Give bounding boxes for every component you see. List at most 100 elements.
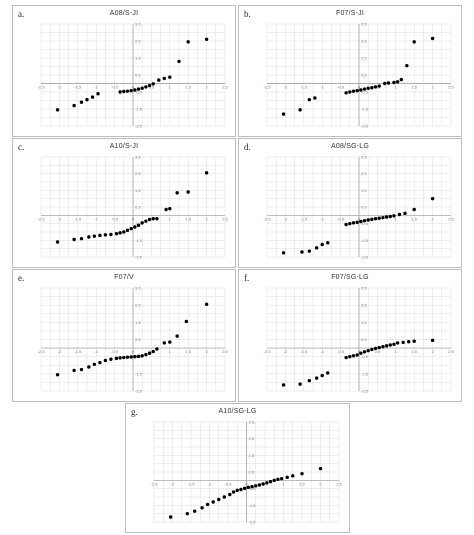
data-point: [211, 500, 215, 504]
data-point: [326, 241, 330, 245]
x-tick-label: 0.5: [375, 85, 381, 90]
data-point: [239, 487, 243, 492]
x-tick-label: 1.5: [185, 349, 191, 354]
x-tick-label: -2.5: [38, 349, 46, 354]
chart-panel: a. A08/S-JI -2.5 -2 -1.5 -1 -0.5 0 0.5 1 1.5 2 2.5 3.…: [12, 5, 236, 137]
data-point: [377, 84, 381, 88]
y-tick-label: -1.5: [135, 238, 143, 243]
data-point: [351, 354, 356, 358]
data-point: [377, 345, 381, 350]
data-point: [92, 362, 97, 367]
x-tick-label: -1: [320, 85, 324, 90]
data-point: [430, 338, 435, 343]
y-tick-label: 1.5: [135, 56, 141, 61]
data-point: [193, 509, 197, 513]
data-point: [144, 219, 148, 223]
data-point: [168, 515, 173, 519]
x-tick-label: 2.5: [448, 349, 454, 354]
data-point: [228, 492, 232, 497]
data-point: [405, 63, 409, 68]
y-tick-label: -2.5: [361, 389, 369, 394]
x-tick-label: 1: [169, 349, 172, 354]
x-tick-label: 2: [205, 85, 208, 90]
x-tick-label: -1: [320, 349, 324, 354]
x-tick-label: -1.5: [300, 85, 308, 90]
data-point: [72, 237, 76, 242]
data-point: [272, 478, 276, 483]
data-point: [344, 355, 348, 360]
x-tick-label: 0: [132, 349, 135, 354]
data-point: [373, 216, 378, 221]
data-point: [114, 231, 119, 236]
x-tick-label: -0.5: [337, 85, 345, 90]
y-tick-label: 2.5: [361, 39, 367, 44]
x-tick-label: -1: [208, 481, 212, 486]
y-tick-label: -1.5: [361, 107, 369, 112]
data-point: [55, 108, 60, 112]
data-point: [205, 502, 210, 507]
chart-title: A10/SG-LG: [218, 408, 257, 415]
y-tick-label: 0.5: [135, 337, 141, 342]
data-point: [136, 354, 141, 359]
data-point: [250, 484, 254, 489]
data-point: [397, 212, 402, 217]
data-point: [392, 342, 396, 347]
data-point: [175, 334, 179, 338]
y-tick-label: -2.5: [135, 124, 143, 129]
y-tick-label: 0.5: [249, 470, 255, 475]
data-point: [265, 481, 269, 485]
x-tick-label: 1: [169, 85, 172, 90]
x-tick-label: 2: [205, 349, 208, 354]
y-tick-label: 3.5: [135, 155, 141, 160]
data-point: [204, 37, 209, 41]
data-point: [129, 226, 133, 231]
data-point: [185, 511, 189, 516]
data-point: [268, 479, 273, 484]
data-point: [430, 196, 435, 201]
panel-letter: d.: [244, 142, 251, 152]
data-point: [381, 215, 385, 220]
data-point: [103, 233, 108, 237]
data-point: [136, 223, 141, 228]
x-tick-label: 2: [205, 216, 208, 221]
y-tick-label: 1.5: [361, 188, 367, 193]
data-point: [204, 302, 209, 307]
data-point: [129, 88, 133, 93]
data-point: [395, 80, 400, 84]
y-tick-label: -1.5: [249, 503, 257, 508]
scatter-plot: -2.5 -2 -1.5 -1 -0.5 0 0.5 1 1.5 2 2.53.52.51.50.5…: [38, 286, 229, 394]
x-tick-label: 1.5: [185, 216, 191, 221]
x-tick-label: 2: [431, 216, 434, 221]
data-point: [144, 85, 148, 89]
data-point: [122, 230, 126, 234]
y-tick-label: 2.5: [135, 303, 141, 308]
data-point: [383, 81, 387, 86]
data-point: [430, 36, 435, 41]
data-point: [125, 228, 130, 233]
x-tick-label: 0: [132, 85, 135, 90]
y-tick-label: -0.5: [135, 90, 143, 95]
data-point: [55, 372, 60, 377]
data-point: [388, 343, 392, 347]
x-tick-label: -1.5: [74, 349, 82, 354]
x-tick-label: 0: [358, 216, 361, 221]
data-point: [168, 75, 172, 79]
data-point: [217, 497, 221, 502]
y-tick-label: -1.5: [361, 371, 369, 376]
data-point: [133, 225, 137, 229]
y-tick-label: -2.5: [361, 124, 369, 129]
x-tick-label: 2.5: [222, 85, 228, 90]
y-tick-label: -2.5: [249, 520, 257, 525]
data-point: [348, 354, 352, 359]
data-point: [307, 97, 312, 102]
y-tick-label: -1.5: [135, 371, 143, 376]
data-point: [231, 490, 236, 494]
data-point: [168, 340, 172, 344]
data-point: [242, 486, 247, 491]
x-tick-label: -2.5: [264, 349, 272, 354]
x-tick-label: 1.5: [411, 216, 417, 221]
data-point: [175, 191, 179, 195]
data-point: [87, 365, 91, 369]
x-tick-label: 0: [358, 85, 361, 90]
x-tick-label: -2: [284, 216, 288, 221]
